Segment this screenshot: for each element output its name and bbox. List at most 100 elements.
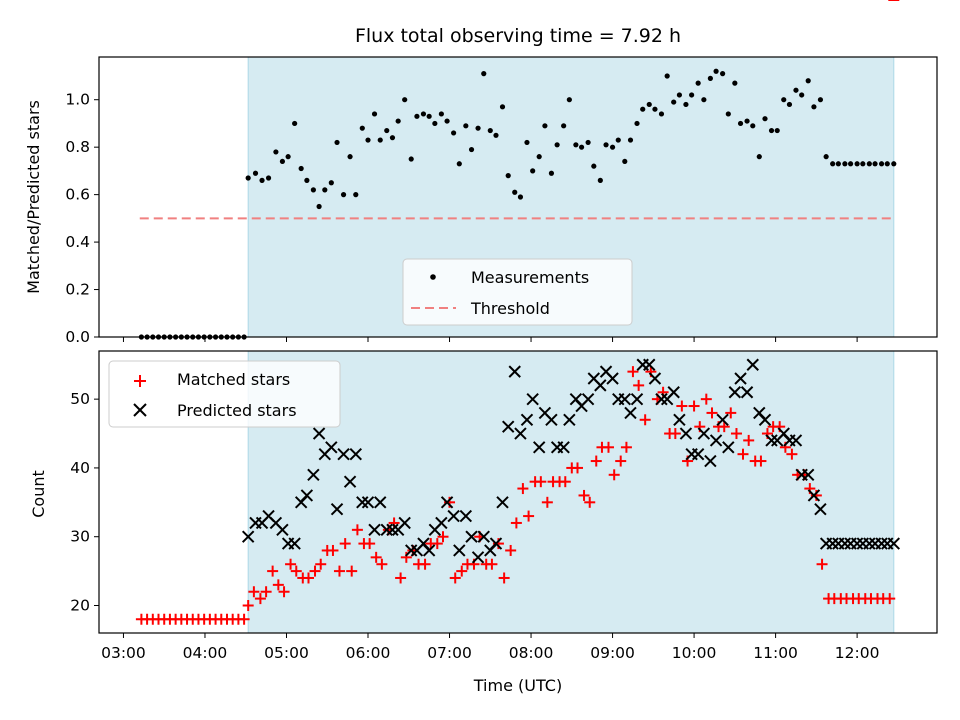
measurement-point	[512, 189, 518, 195]
measurement-point	[732, 80, 738, 86]
measurement-point	[322, 187, 328, 193]
matched-star-point	[725, 407, 737, 419]
matched-star-point	[535, 476, 547, 488]
measurement-point	[805, 78, 811, 84]
matched-star-point	[816, 558, 828, 570]
predicted-star-point	[288, 537, 301, 550]
top-y-tick-label: 1.0	[65, 91, 90, 109]
matched-star-point	[639, 414, 651, 426]
predicted-star-point	[746, 358, 759, 371]
measurement-point	[854, 161, 860, 167]
measurement-point	[830, 161, 836, 167]
measurement-points	[138, 68, 897, 340]
measurement-point	[597, 177, 603, 183]
measurement-point	[554, 142, 560, 148]
measurement-point	[817, 97, 824, 103]
measurement-point	[835, 161, 841, 167]
predicted-star-point	[655, 392, 668, 406]
predicted-star-point	[624, 406, 637, 420]
chart-title: Flux total observing time = 7.92 h	[355, 25, 681, 47]
predicted-star-point	[648, 372, 662, 385]
measurement-point	[245, 175, 251, 181]
predicted-star-point	[508, 365, 521, 378]
predicted-star-point	[307, 468, 320, 482]
bottom-x-ticks: 03:00 04:00 05:00 06:00 07:00 08:00 09:00 10:00…	[101, 633, 879, 662]
measurement-point	[872, 161, 878, 167]
matched-star-point	[743, 434, 755, 446]
predicted-star-point	[704, 454, 717, 468]
bottom-y-tick-label: 20	[70, 596, 90, 614]
matched-star-point	[615, 455, 627, 467]
matched-star-point	[364, 538, 376, 550]
measurement-point	[701, 97, 707, 103]
predicted-star-point	[520, 413, 534, 426]
measurement-point	[578, 144, 585, 150]
predicted-star-point	[697, 427, 711, 440]
matched-star-point	[737, 448, 749, 460]
matched-stars-points	[135, 0, 900, 625]
measurement-point	[353, 192, 359, 198]
matched-star-point	[437, 531, 449, 543]
matched-star-point	[584, 496, 596, 508]
matched-star-point	[755, 455, 767, 467]
x-axis-label: Time (UTC)	[473, 676, 562, 695]
matched-star-point	[315, 558, 327, 570]
measurement-point	[316, 203, 322, 210]
predicted-star-point	[447, 509, 460, 523]
matched-star-point	[400, 551, 412, 563]
matched-star-point	[718, 421, 730, 433]
matched-star-point	[578, 489, 590, 501]
predicted-star-point	[440, 496, 454, 509]
measurement-point	[292, 120, 298, 127]
measurement-point	[622, 158, 628, 165]
measurement-point	[720, 71, 726, 77]
measurement-point	[713, 68, 719, 74]
measurement-point	[615, 137, 621, 143]
predicted-star-point	[740, 386, 754, 399]
measurement-point	[640, 106, 646, 112]
matched-star-point	[278, 586, 290, 598]
measurement-point	[781, 97, 787, 103]
matched-star-point	[327, 544, 339, 556]
matched-star-point	[333, 565, 345, 577]
predicted-star-point	[734, 372, 747, 385]
predicted-star-point	[850, 537, 864, 550]
matched-star-point	[523, 510, 535, 522]
measurement-point	[279, 158, 286, 165]
bottom-legend: Matched stars Predicted stars	[108, 360, 341, 428]
top-x-ticks	[122, 337, 858, 342]
measurement-point	[884, 161, 890, 167]
measurement-point	[725, 111, 731, 117]
matched-star-point	[260, 586, 272, 598]
legend-measurements: Measurements	[471, 268, 589, 287]
x-tick-label: 08:00	[509, 644, 554, 662]
bottom-y-ticks: 20 30 40 50	[70, 390, 99, 614]
predicted-star-point	[807, 489, 821, 502]
measurement-point	[493, 132, 499, 138]
matched-star-point	[510, 517, 522, 529]
measurement-point	[573, 142, 579, 148]
measurement-point	[438, 111, 444, 117]
predicted-star-point	[477, 530, 490, 543]
x-tick-label: 07:00	[427, 644, 472, 662]
predicted-star-point	[545, 413, 558, 426]
measurement-point	[340, 192, 347, 198]
x-tick-label: 05:00	[264, 644, 309, 662]
measurement-point	[384, 127, 390, 134]
measurement-point	[481, 71, 487, 77]
measurement-point	[609, 144, 616, 150]
predicted-star-point	[716, 413, 729, 426]
top-y-axis-label: Matched/Predicted stars	[24, 100, 43, 294]
matched-star-point	[456, 565, 468, 577]
matched-star-point	[620, 441, 632, 453]
predicted-star-point	[405, 544, 418, 557]
predicted-star-point	[502, 420, 515, 433]
matched-star-point	[285, 558, 297, 570]
measurement-point	[671, 99, 677, 105]
predicted-star-point	[643, 358, 656, 371]
top-y-tick-label: 0.2	[65, 281, 90, 299]
x-tick-label: 10:00	[672, 644, 717, 662]
measurement-point	[774, 127, 780, 134]
measurement-point	[475, 125, 481, 131]
predicted-star-point	[618, 392, 631, 406]
